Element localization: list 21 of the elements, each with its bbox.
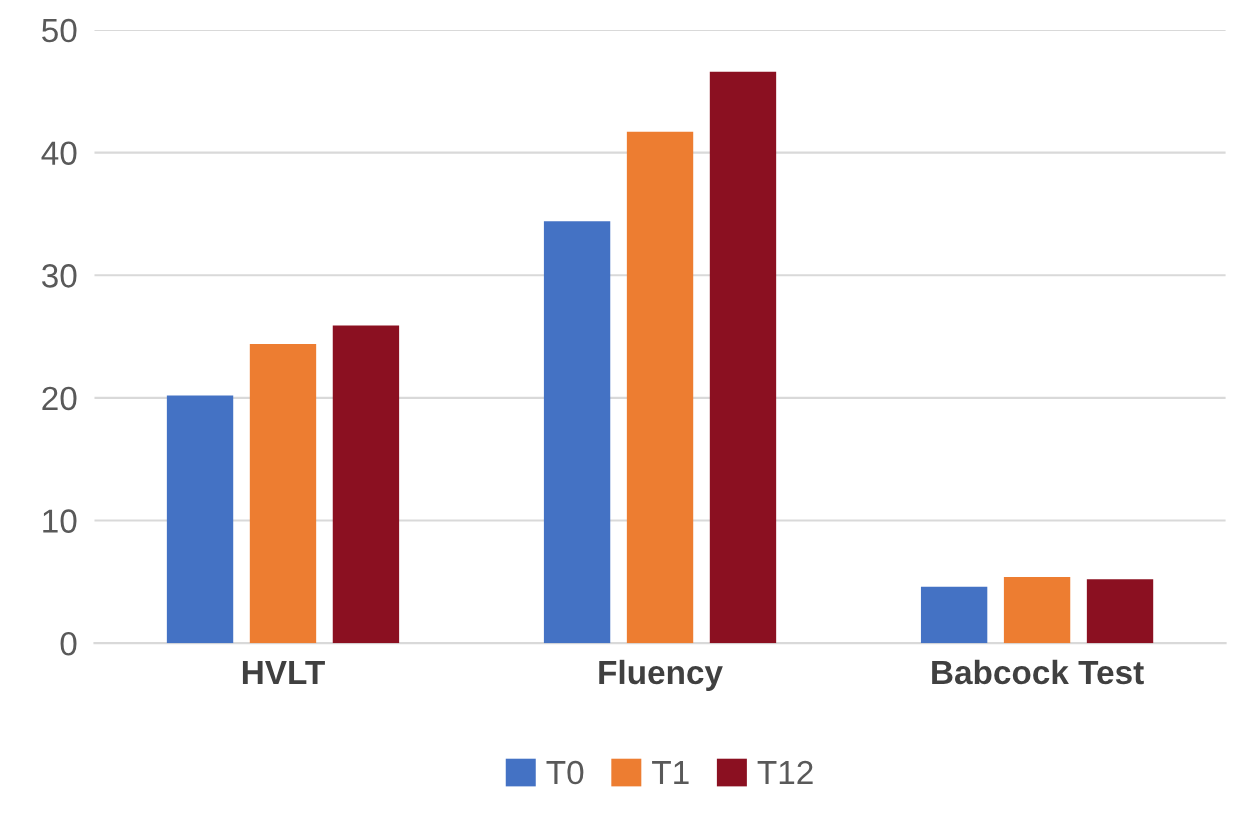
bar xyxy=(920,586,988,644)
bar xyxy=(249,343,317,644)
y-tick-label: 40 xyxy=(41,141,77,165)
bar xyxy=(626,131,694,644)
bar xyxy=(332,325,400,644)
x-tick-label: Fluency xyxy=(599,659,723,691)
y-tick-label: 10 xyxy=(43,509,77,533)
x-tick-label: Babcock Test xyxy=(932,659,1144,685)
legend-label: T12 xyxy=(757,760,813,785)
y-tick-label: 0 xyxy=(60,631,77,656)
y-tick-label: 50 xyxy=(42,18,77,43)
bar xyxy=(543,221,611,644)
y-tick-label: 20 xyxy=(42,386,77,411)
bar xyxy=(709,71,777,644)
legend-label: T1 xyxy=(652,761,689,785)
x-tick-label: HVLT xyxy=(242,661,325,684)
y-tick-label: 30 xyxy=(42,264,77,288)
legend-label: T0 xyxy=(546,760,584,785)
bar xyxy=(1086,579,1154,644)
bar xyxy=(1003,576,1071,644)
bar xyxy=(166,395,234,644)
